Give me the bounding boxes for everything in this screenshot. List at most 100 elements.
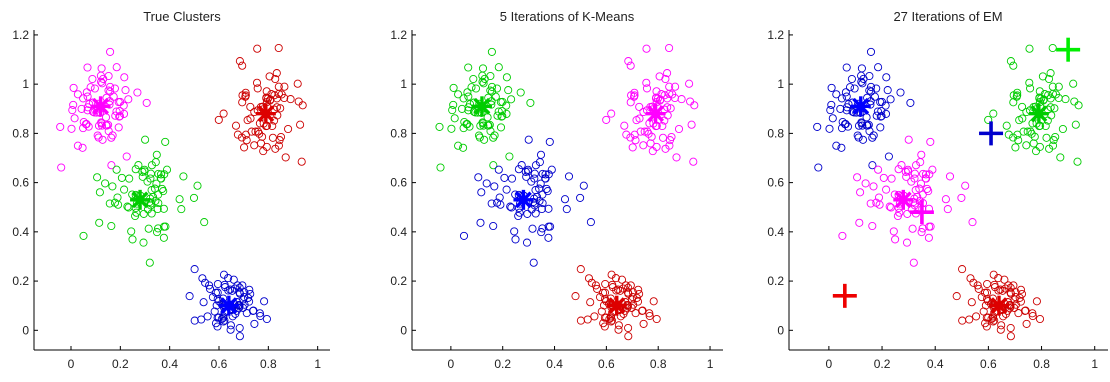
panel-title: 27 Iterations of EM [893, 9, 1002, 24]
data-point [465, 100, 475, 109]
data-point [827, 83, 836, 92]
data-point [832, 141, 841, 150]
data-point [602, 313, 611, 322]
data-point [454, 141, 463, 150]
data-point [658, 121, 667, 131]
x-tick-label: 0.4 [927, 357, 944, 371]
data-point [873, 107, 882, 116]
x-tick-label: 0.8 [1033, 357, 1050, 371]
y-tick-label: 1 [400, 77, 407, 91]
data-point [293, 79, 302, 88]
data-point [866, 199, 875, 208]
data-point [467, 83, 476, 92]
data-point [622, 130, 631, 139]
data-point [646, 139, 655, 148]
cluster-center-asterisk [606, 295, 627, 316]
data-point [989, 317, 998, 326]
data-point [464, 63, 473, 72]
data-point [73, 90, 82, 99]
data-point [624, 332, 633, 341]
data-point [623, 304, 632, 313]
data-point [253, 84, 262, 93]
data-point [112, 107, 121, 116]
data-point [73, 141, 82, 150]
data-point [524, 165, 533, 174]
data-point [246, 102, 255, 111]
data-point [123, 202, 132, 211]
cluster-center-asterisk [90, 96, 111, 117]
data-point [535, 196, 544, 206]
data-point [1029, 139, 1038, 148]
data-point [941, 195, 950, 204]
data-point [889, 227, 898, 236]
data-point [536, 179, 545, 188]
data-point [272, 94, 281, 103]
data-point [630, 91, 639, 100]
data-point [205, 284, 215, 293]
data-point [128, 235, 137, 244]
data-point [536, 150, 546, 159]
data-point [590, 312, 599, 321]
cluster-center-asterisk [645, 103, 666, 124]
data-point [1011, 288, 1020, 297]
data-point [211, 288, 220, 297]
data-point [999, 312, 1008, 321]
data-point [231, 121, 241, 130]
data-point [79, 117, 88, 127]
data-point [668, 90, 677, 99]
data-point [877, 106, 886, 116]
data-point [95, 218, 104, 227]
data-point [537, 204, 546, 214]
data-point [576, 265, 585, 274]
data-point [595, 293, 605, 302]
data-point [145, 258, 154, 267]
data-point [114, 123, 123, 132]
data-point [491, 92, 500, 101]
data-point [903, 209, 912, 218]
data-point [838, 231, 847, 240]
data-point [665, 43, 674, 53]
y-tick-label: 0.8 [12, 126, 29, 140]
em-mean-plus [979, 121, 1004, 146]
data-point [1018, 114, 1027, 123]
data-point [235, 283, 244, 292]
data-point [895, 208, 904, 217]
data-point [624, 57, 633, 66]
em-mean-plus [909, 200, 934, 225]
data-point [690, 101, 699, 110]
data-point [152, 179, 161, 188]
x-tick-label: 0.6 [598, 357, 615, 371]
data-point [853, 173, 862, 182]
data-point [124, 95, 133, 104]
data-point [904, 135, 913, 144]
data-point [255, 309, 264, 318]
data-point [265, 72, 274, 81]
data-point [879, 173, 888, 182]
x-tick-label: 1 [707, 357, 714, 371]
data-point [924, 233, 933, 242]
data-point [248, 306, 258, 315]
data-point [280, 82, 289, 91]
data-point [843, 122, 853, 131]
y-tick-label: 0.4 [12, 225, 29, 239]
data-point [672, 153, 681, 162]
data-point [1042, 133, 1051, 142]
data-point [626, 61, 635, 70]
data-point [544, 233, 553, 242]
data-point [842, 92, 851, 101]
data-point [275, 136, 284, 145]
data-point [614, 325, 623, 334]
data-point [531, 209, 540, 218]
data-point [526, 98, 535, 107]
data-point [487, 82, 497, 91]
data-point [132, 208, 141, 217]
data-point [853, 131, 862, 140]
data-point [504, 86, 513, 95]
data-point [436, 163, 445, 172]
data-point [869, 131, 878, 140]
data-point [268, 121, 277, 131]
data-point [106, 82, 115, 91]
data-point [151, 196, 160, 206]
asterisk-stroke [515, 191, 532, 209]
data-point [658, 133, 668, 142]
